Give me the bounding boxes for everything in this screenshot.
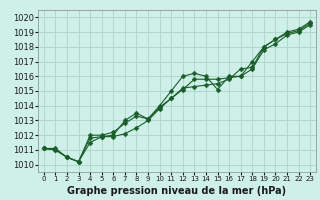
X-axis label: Graphe pression niveau de la mer (hPa): Graphe pression niveau de la mer (hPa) (68, 186, 287, 196)
